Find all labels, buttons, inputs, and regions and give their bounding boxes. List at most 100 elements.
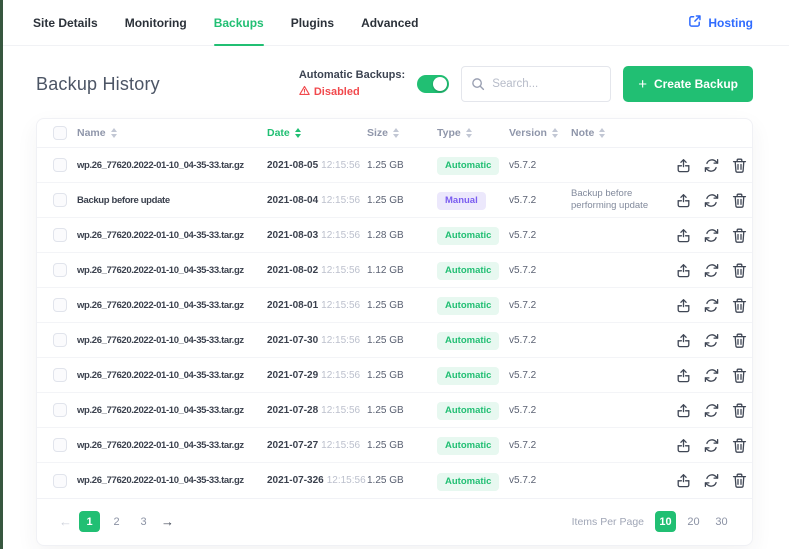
- delete-button[interactable]: [731, 157, 748, 174]
- backup-version: v5.7.2: [509, 229, 537, 241]
- items-per-page-10[interactable]: 10: [655, 511, 676, 532]
- backup-size: 1.25 GB: [367, 404, 404, 416]
- delete-button[interactable]: [731, 192, 748, 209]
- tab-monitoring[interactable]: Monitoring: [124, 15, 187, 30]
- delete-button[interactable]: [731, 367, 748, 384]
- type-badge: Automatic: [437, 402, 500, 420]
- row-checkbox[interactable]: [53, 333, 67, 347]
- restore-button[interactable]: [703, 332, 720, 349]
- backup-upload-button[interactable]: [675, 192, 692, 209]
- sync-icon: [704, 298, 719, 312]
- page-number-2[interactable]: 2: [113, 515, 120, 528]
- backup-date: 2021-07-27 12:15:56: [267, 440, 367, 451]
- backup-upload-button[interactable]: [675, 297, 692, 314]
- row-checkbox[interactable]: [53, 368, 67, 382]
- row-checkbox[interactable]: [53, 193, 67, 207]
- items-per-page-30[interactable]: 30: [715, 515, 728, 528]
- delete-button[interactable]: [731, 437, 748, 454]
- backup-version: v5.7.2: [509, 159, 537, 171]
- backup-upload-button[interactable]: [675, 402, 692, 419]
- restore-button[interactable]: [703, 192, 720, 209]
- tab-backups[interactable]: Backups: [213, 0, 264, 46]
- type-badge: Automatic: [437, 227, 500, 245]
- tab-advanced[interactable]: Advanced: [361, 15, 419, 30]
- items-per-page-20[interactable]: 20: [687, 515, 700, 528]
- restore-button[interactable]: [703, 437, 720, 454]
- backup-name: wp.26_77620.2022-01-10_04-35-33.tar.gz: [77, 159, 244, 171]
- sort-icon: [393, 128, 400, 138]
- type-badge: Automatic: [437, 297, 500, 315]
- column-header-type[interactable]: Type: [437, 127, 509, 139]
- delete-button[interactable]: [731, 227, 748, 244]
- table-row: wp.26_77620.2022-01-10_04-35-33.tar.gz 2…: [37, 393, 752, 428]
- search-input[interactable]: [461, 66, 612, 102]
- trash-icon: [732, 298, 747, 313]
- delete-button[interactable]: [731, 262, 748, 279]
- restore-button[interactable]: [703, 297, 720, 314]
- warning-icon: [299, 85, 310, 101]
- restore-button[interactable]: [703, 472, 720, 489]
- restore-button[interactable]: [703, 227, 720, 244]
- restore-button[interactable]: [703, 367, 720, 384]
- date-value: 2021-08-02: [267, 264, 319, 276]
- select-all-checkbox[interactable]: [53, 126, 67, 140]
- column-header-note[interactable]: Note: [571, 127, 675, 139]
- backup-upload-button[interactable]: [675, 472, 692, 489]
- backup-upload-button[interactable]: [675, 367, 692, 384]
- backup-name: wp.26_77620.2022-01-10_04-35-33.tar.gz: [77, 264, 244, 276]
- row-checkbox[interactable]: [53, 228, 67, 242]
- archive-arrow-up-icon: [677, 193, 690, 207]
- backup-upload-button[interactable]: [675, 437, 692, 454]
- archive-arrow-up-icon: [677, 333, 690, 347]
- hosting-link[interactable]: Hosting: [688, 14, 753, 31]
- sync-icon: [704, 228, 719, 242]
- delete-button[interactable]: [731, 472, 748, 489]
- backup-upload-button[interactable]: [675, 332, 692, 349]
- backup-upload-button[interactable]: [675, 262, 692, 279]
- items-per-page: Items Per Page 10 20 30: [572, 511, 732, 532]
- restore-button[interactable]: [703, 402, 720, 419]
- column-header-date[interactable]: Date: [267, 127, 367, 139]
- delete-button[interactable]: [731, 297, 748, 314]
- row-checkbox[interactable]: [53, 403, 67, 417]
- sync-icon: [704, 193, 719, 207]
- create-backup-button-label: Create Backup: [653, 77, 738, 91]
- delete-button[interactable]: [731, 402, 748, 419]
- row-checkbox[interactable]: [53, 438, 67, 452]
- backup-upload-button[interactable]: [675, 227, 692, 244]
- delete-button[interactable]: [731, 332, 748, 349]
- backup-size: 1.25 GB: [367, 194, 404, 206]
- restore-button[interactable]: [703, 157, 720, 174]
- restore-button[interactable]: [703, 262, 720, 279]
- tab-site-details[interactable]: Site Details: [33, 15, 98, 30]
- row-checkbox[interactable]: [53, 298, 67, 312]
- column-label: Type: [437, 127, 461, 139]
- note-cell: Backup before performing update: [571, 187, 649, 211]
- row-checkbox[interactable]: [53, 158, 67, 172]
- automatic-backups-toggle[interactable]: [417, 75, 450, 93]
- row-checkbox[interactable]: [53, 263, 67, 277]
- sort-icon: [551, 128, 558, 138]
- backup-upload-button[interactable]: [675, 157, 692, 174]
- column-header-size[interactable]: Size: [367, 127, 437, 139]
- automatic-backups-block: Automatic Backups: Disabled: [299, 68, 405, 101]
- row-checkbox[interactable]: [53, 473, 67, 488]
- type-badge: Automatic: [437, 157, 500, 175]
- next-page-arrow[interactable]: →: [161, 514, 174, 529]
- type-badge: Automatic: [437, 472, 500, 491]
- automatic-backups-label: Automatic Backups:: [298, 68, 406, 81]
- page-number-1[interactable]: 1: [79, 511, 100, 532]
- prev-page-arrow[interactable]: ←: [59, 514, 72, 529]
- trash-icon: [732, 368, 747, 383]
- trash-icon: [732, 263, 747, 278]
- trash-icon: [732, 403, 747, 418]
- column-header-version[interactable]: Version: [509, 127, 571, 139]
- backup-version: v5.7.2: [509, 334, 537, 346]
- tab-plugins[interactable]: Plugins: [290, 15, 335, 30]
- row-actions: [675, 332, 752, 349]
- column-header-name[interactable]: Name: [77, 127, 267, 139]
- create-backup-button[interactable]: + Create Backup: [623, 66, 753, 102]
- backup-version: v5.7.2: [509, 369, 537, 381]
- table-row: wp.26_77620.2022-01-10_04-35-33.tar.gz 2…: [37, 218, 752, 253]
- page-number-3[interactable]: 3: [140, 515, 147, 528]
